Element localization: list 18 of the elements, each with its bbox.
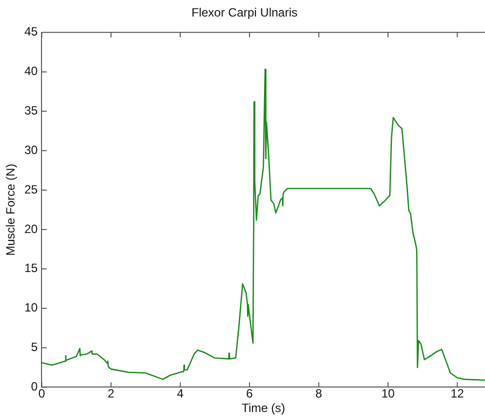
y-tick-label: 15 (24, 261, 38, 276)
y-tick-label: 25 (24, 182, 38, 196)
y-tick-label: 30 (24, 142, 38, 157)
y-tick-label: 35 (24, 104, 38, 118)
x-tick-label: 4 (176, 386, 184, 401)
y-tick-label: 20 (24, 222, 38, 236)
x-tick-label: 6 (246, 386, 254, 401)
y-tick-label: 5 (31, 340, 38, 354)
x-tick-label: 12 (450, 386, 464, 401)
y-tick-label: 40 (24, 64, 38, 78)
x-axis-title: Time (s) (242, 401, 286, 416)
x-tick-label: 8 (315, 386, 322, 401)
y-tick-label: 45 (24, 24, 38, 39)
x-tick-label: 2 (108, 386, 115, 401)
y-axis-title: Muscle Force (N) (4, 164, 18, 256)
x-tick-label: 10 (381, 386, 396, 401)
chart-title: Flexor Carpi Ulnaris (191, 6, 298, 20)
y-tick-label: 10 (24, 300, 38, 315)
